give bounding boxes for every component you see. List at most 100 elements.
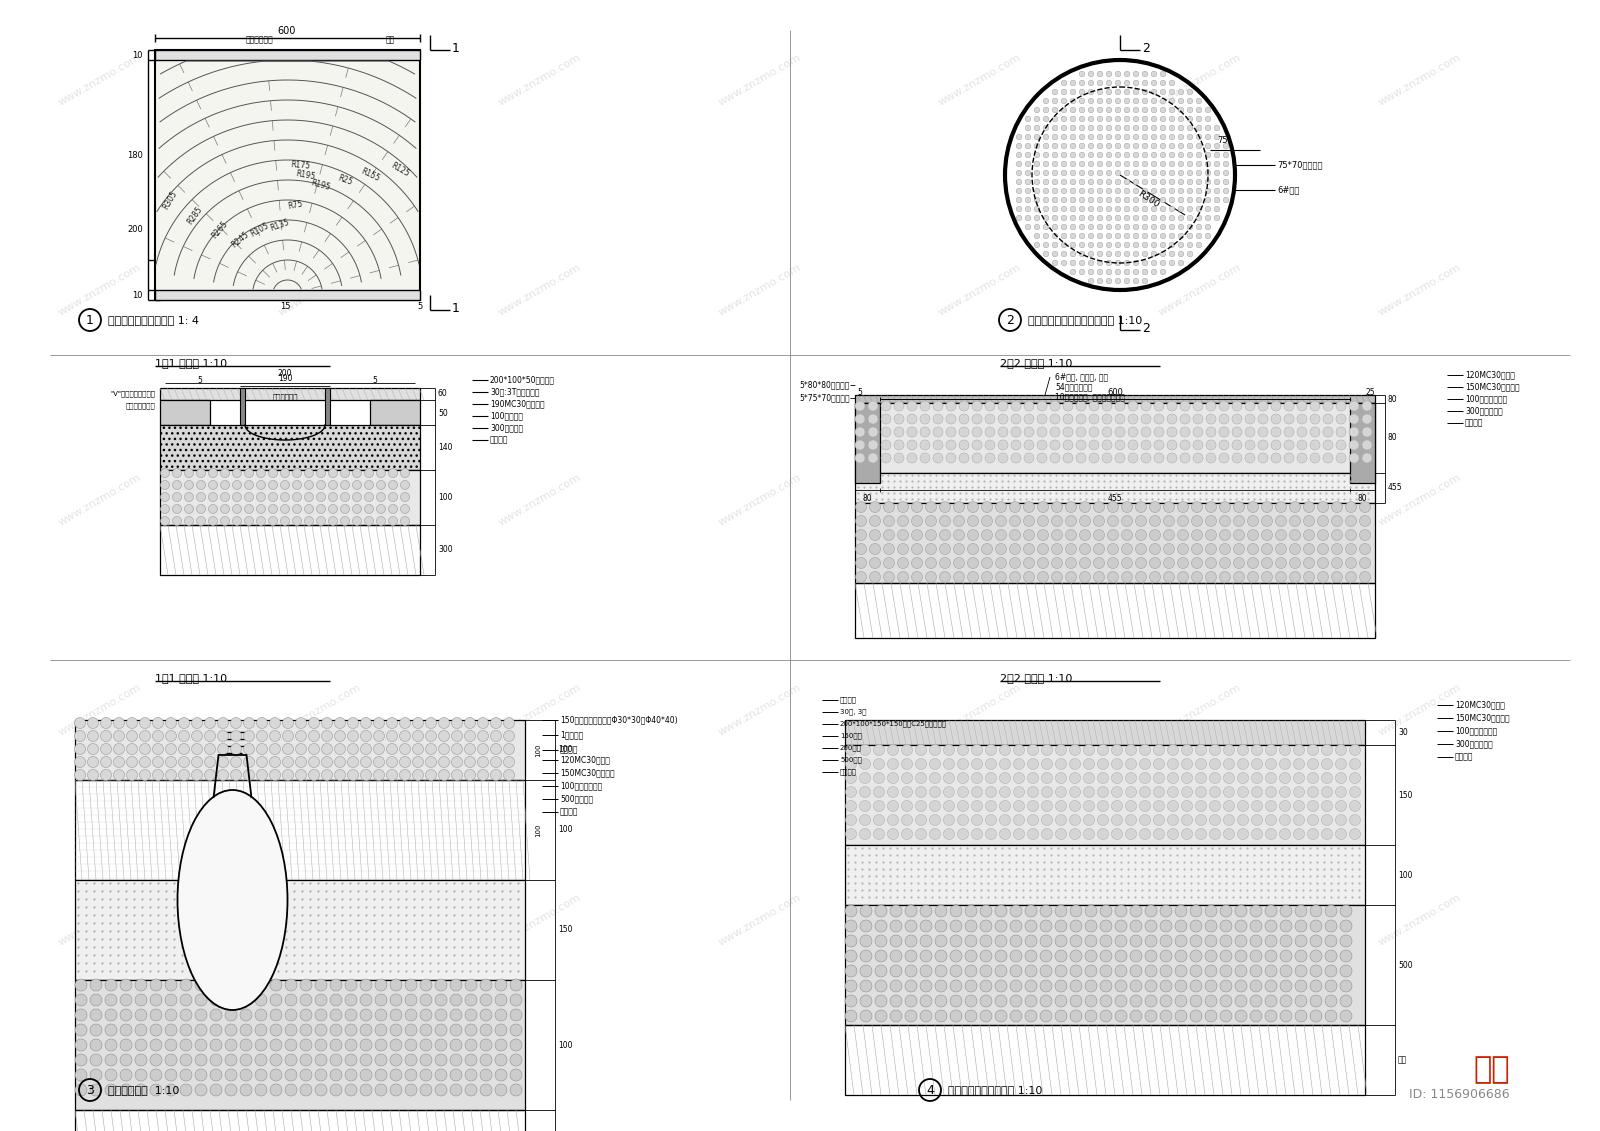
Circle shape <box>1250 950 1262 962</box>
Circle shape <box>986 786 997 797</box>
Text: 120MC30流向层: 120MC30流向层 <box>1466 371 1515 380</box>
Circle shape <box>1160 126 1166 131</box>
Circle shape <box>1154 772 1165 784</box>
Circle shape <box>1107 516 1118 527</box>
Circle shape <box>1205 935 1218 947</box>
Circle shape <box>1053 188 1058 193</box>
Circle shape <box>1266 920 1277 932</box>
Circle shape <box>1139 759 1150 769</box>
Circle shape <box>939 571 950 582</box>
Circle shape <box>1053 116 1058 122</box>
Circle shape <box>1192 544 1203 554</box>
Circle shape <box>450 1083 462 1096</box>
Circle shape <box>861 920 872 932</box>
Circle shape <box>1310 440 1320 450</box>
Circle shape <box>1187 135 1192 140</box>
Circle shape <box>179 1083 192 1096</box>
Circle shape <box>1054 950 1067 962</box>
Circle shape <box>139 717 150 728</box>
Circle shape <box>126 769 138 780</box>
Circle shape <box>1098 116 1102 122</box>
Circle shape <box>1152 215 1157 221</box>
Circle shape <box>400 769 411 780</box>
Circle shape <box>400 492 410 501</box>
Circle shape <box>75 1054 86 1067</box>
Circle shape <box>907 402 917 411</box>
Circle shape <box>854 402 866 411</box>
Circle shape <box>1310 935 1322 947</box>
Circle shape <box>946 414 957 424</box>
Circle shape <box>1336 759 1347 769</box>
Circle shape <box>1197 224 1202 230</box>
Circle shape <box>1053 126 1058 131</box>
Circle shape <box>1152 162 1157 166</box>
Circle shape <box>315 1039 326 1051</box>
Circle shape <box>1197 153 1202 158</box>
Text: www.znzmo.com: www.znzmo.com <box>498 473 582 528</box>
Circle shape <box>1248 558 1259 569</box>
Circle shape <box>930 814 941 826</box>
Circle shape <box>1310 414 1320 424</box>
Circle shape <box>1205 215 1211 221</box>
Circle shape <box>1224 153 1229 158</box>
Circle shape <box>510 1009 522 1021</box>
Circle shape <box>1234 571 1245 582</box>
Circle shape <box>1053 260 1058 266</box>
Circle shape <box>269 717 280 728</box>
Circle shape <box>301 1069 312 1081</box>
Bar <box>854 403 1374 473</box>
Circle shape <box>1093 516 1104 527</box>
Circle shape <box>925 558 936 569</box>
Text: 150MC30混凝土基: 150MC30混凝土基 <box>1466 382 1520 391</box>
Circle shape <box>1142 116 1147 122</box>
Circle shape <box>1160 995 1171 1007</box>
Circle shape <box>184 481 194 490</box>
Text: 1－1 剖面图 1:10: 1－1 剖面图 1:10 <box>155 359 227 368</box>
Circle shape <box>426 717 437 728</box>
Circle shape <box>150 1024 162 1036</box>
Circle shape <box>1197 107 1202 113</box>
Text: www.znzmo.com: www.znzmo.com <box>717 682 803 737</box>
Circle shape <box>1307 829 1318 839</box>
Bar <box>845 905 1365 1025</box>
Circle shape <box>1142 144 1147 149</box>
Circle shape <box>1000 814 1011 826</box>
Circle shape <box>869 544 880 554</box>
Circle shape <box>1062 414 1074 424</box>
Circle shape <box>1098 162 1102 166</box>
Circle shape <box>195 1083 206 1096</box>
Circle shape <box>1349 759 1360 769</box>
Circle shape <box>1037 501 1048 512</box>
Circle shape <box>400 481 410 490</box>
Bar <box>370 400 419 425</box>
Circle shape <box>221 468 229 477</box>
Circle shape <box>1232 414 1242 424</box>
Circle shape <box>165 1024 178 1036</box>
Circle shape <box>1088 80 1094 86</box>
Text: 60: 60 <box>438 389 448 398</box>
Circle shape <box>1181 414 1190 424</box>
Text: R75: R75 <box>286 199 304 210</box>
Circle shape <box>1027 744 1038 756</box>
Circle shape <box>285 1054 298 1067</box>
Circle shape <box>341 492 349 501</box>
Circle shape <box>901 786 912 797</box>
Circle shape <box>1070 162 1075 166</box>
Circle shape <box>1115 188 1120 193</box>
Circle shape <box>400 517 410 526</box>
Circle shape <box>1280 995 1293 1007</box>
Circle shape <box>373 769 384 780</box>
Circle shape <box>1043 162 1050 166</box>
Circle shape <box>986 759 997 769</box>
Circle shape <box>1261 501 1272 512</box>
Circle shape <box>925 516 936 527</box>
Circle shape <box>957 801 968 812</box>
Circle shape <box>1133 170 1139 175</box>
Circle shape <box>1098 224 1102 230</box>
Circle shape <box>226 979 237 991</box>
Circle shape <box>1221 935 1232 947</box>
Circle shape <box>1178 179 1184 184</box>
Circle shape <box>317 504 325 513</box>
Circle shape <box>1037 414 1046 424</box>
Circle shape <box>1128 402 1138 411</box>
